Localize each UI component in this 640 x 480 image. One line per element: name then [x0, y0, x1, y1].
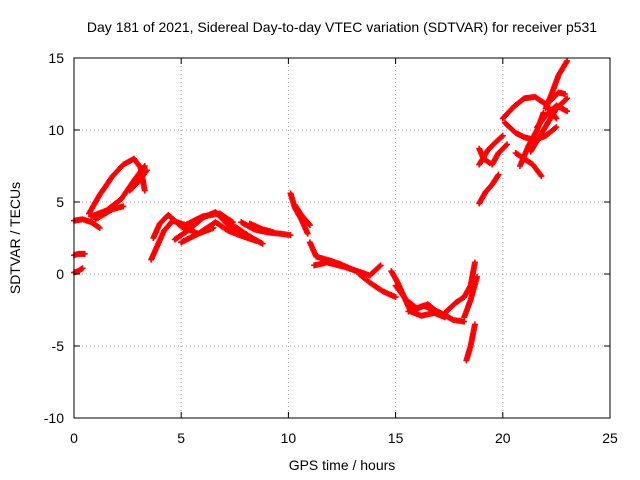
chart-title: Day 181 of 2021, Sidereal Day-to-day VTE…	[87, 19, 597, 35]
x-tick-label: 15	[388, 430, 404, 446]
data-point	[495, 171, 502, 178]
data-point	[504, 141, 511, 148]
series-arc-06	[92, 203, 127, 223]
data-point	[553, 124, 560, 131]
data-point	[81, 250, 88, 257]
series-arc-28	[476, 171, 502, 207]
data-point	[553, 115, 560, 122]
y-axis-label: SDTVAR / TECUs	[7, 182, 23, 294]
plot-area	[71, 57, 571, 364]
data-point	[259, 240, 266, 247]
data-point	[306, 222, 313, 229]
data-point	[141, 187, 148, 194]
y-tick-label: -10	[44, 410, 64, 426]
series-arc-24	[461, 273, 481, 321]
series-arc-25	[463, 321, 478, 364]
y-tick-label: -5	[52, 338, 65, 354]
data-point	[392, 294, 399, 301]
data-point	[79, 265, 86, 272]
series-arc-35	[534, 102, 571, 131]
data-point	[538, 173, 545, 180]
data-point	[561, 91, 568, 97]
data-point	[96, 224, 103, 231]
series-arc-27	[476, 132, 506, 168]
data-point	[564, 95, 571, 102]
series-arc-14	[246, 220, 277, 236]
series-arc-23	[441, 259, 478, 316]
data-point	[377, 262, 384, 269]
series-arc-12	[216, 213, 266, 247]
data-point-interp	[305, 220, 312, 227]
data-point	[471, 259, 478, 266]
series-arc-07	[126, 167, 150, 194]
x-tick-label: 0	[70, 430, 78, 446]
series-arc-29	[489, 141, 511, 168]
series-arc-16	[291, 201, 313, 229]
data-point	[304, 230, 311, 237]
data-point	[287, 232, 294, 239]
data-point-interp	[498, 133, 505, 140]
series-arc-22	[405, 302, 468, 325]
axis-ticks: 0 5 10 15 20 25 -10 -5 0 5 10 15	[44, 50, 618, 446]
series-arc-37	[546, 89, 568, 105]
series-arc-34	[527, 95, 571, 155]
data-point-interp	[503, 142, 510, 149]
plot-frame	[73, 57, 611, 419]
y-tick-label: 10	[48, 122, 64, 138]
series-arc-19	[356, 271, 399, 301]
data-point	[141, 163, 148, 169]
data-point	[471, 321, 478, 328]
data-point	[474, 273, 481, 280]
series-arc-18	[311, 259, 365, 276]
data-point	[270, 229, 277, 236]
x-axis-label: GPS time / hours	[289, 457, 396, 473]
data-point	[564, 108, 571, 115]
data-point	[120, 203, 127, 210]
x-tick-label: 20	[495, 430, 511, 446]
y-tick-label: 15	[48, 50, 64, 66]
data-point-interp	[563, 96, 570, 103]
x-tick-label: 5	[177, 430, 185, 446]
x-tick-label: 10	[281, 430, 297, 446]
data-point-interp	[552, 125, 559, 132]
y-tick-label: 0	[56, 266, 64, 282]
data-point	[143, 167, 150, 174]
y-tick-label: 5	[56, 194, 64, 210]
x-tick-label: 25	[602, 430, 618, 446]
data-point	[564, 57, 571, 64]
data-point-interp	[376, 263, 383, 270]
data-point	[499, 132, 506, 139]
